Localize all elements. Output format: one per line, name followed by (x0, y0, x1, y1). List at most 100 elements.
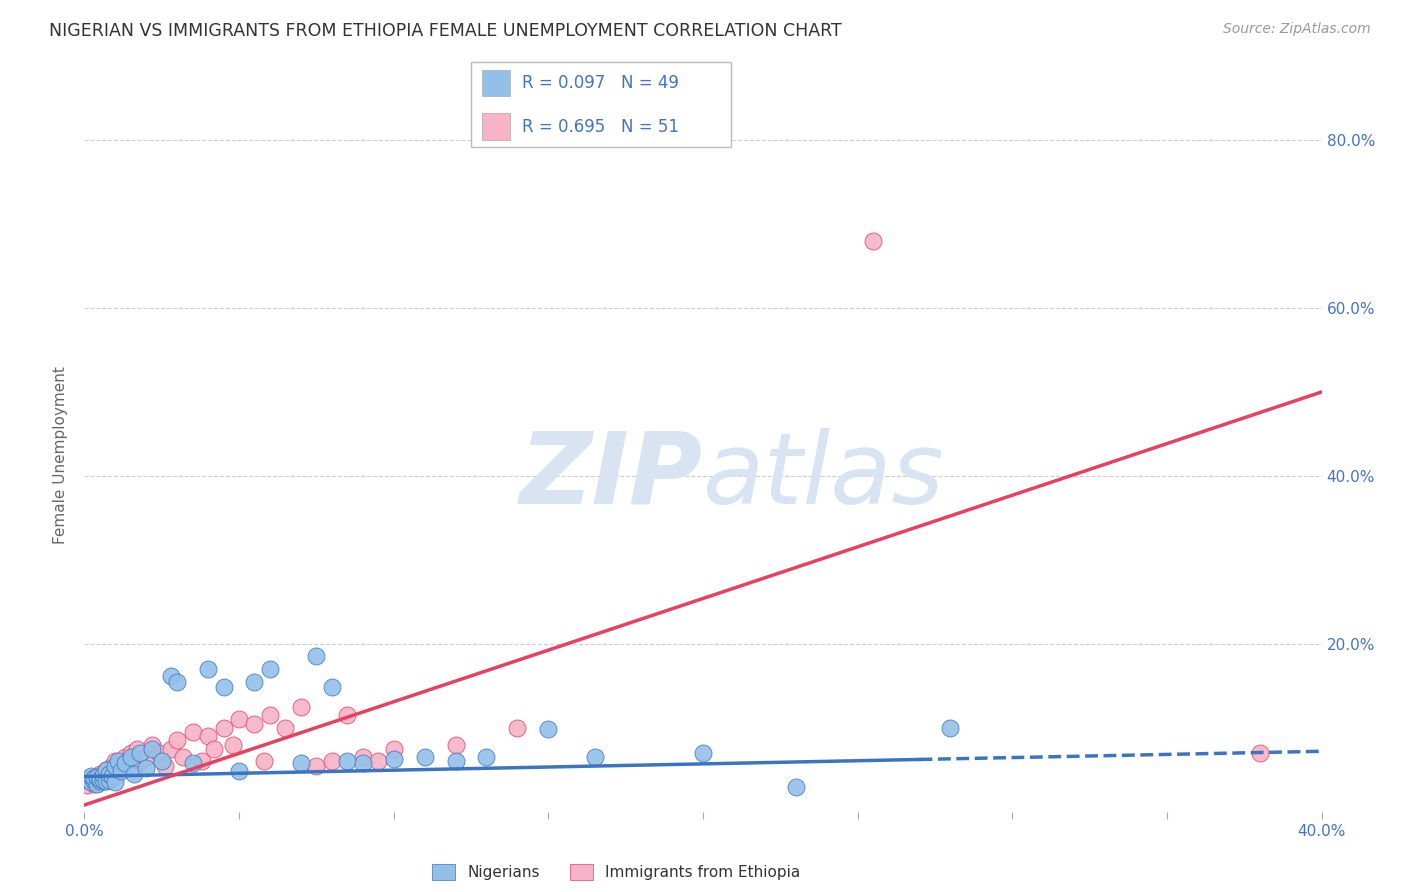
Point (197, 729, 219, 743)
Point (89, 773, 111, 788)
Point (98, 767, 121, 781)
Text: atlas: atlas (703, 428, 945, 524)
Point (91, 773, 114, 788)
Point (86, 769, 108, 783)
Point (91, 772, 114, 787)
Text: ZIP: ZIP (520, 428, 703, 524)
Point (107, 763, 129, 777)
Text: R = 0.695   N = 51: R = 0.695 N = 51 (522, 118, 679, 136)
Point (79, 771, 101, 785)
Point (413, 750, 436, 764)
Point (89, 772, 111, 786)
Point (129, 755, 152, 769)
Text: NIGERIAN VS IMMIGRANTS FROM ETHIOPIA FEMALE UNEMPLOYMENT CORRELATION CHART: NIGERIAN VS IMMIGRANTS FROM ETHIOPIA FEM… (49, 22, 842, 40)
Point (181, 725, 204, 739)
Point (274, 721, 297, 735)
Point (86, 770, 108, 784)
Point (181, 756, 204, 770)
Point (212, 721, 235, 735)
Point (382, 752, 405, 766)
Point (475, 750, 498, 764)
Point (120, 750, 142, 764)
Point (222, 738, 245, 752)
Point (321, 755, 343, 769)
Point (104, 775, 127, 789)
Point (160, 669, 183, 683)
Point (253, 755, 276, 769)
Point (141, 741, 163, 756)
Point (83, 772, 105, 787)
Point (135, 750, 157, 764)
Point (172, 750, 194, 764)
Point (150, 755, 173, 769)
Point (259, 708, 281, 723)
Point (83, 771, 105, 785)
Point (104, 769, 127, 783)
Point (583, 750, 606, 764)
Point (98, 772, 121, 787)
Point (243, 716, 266, 731)
Point (114, 750, 136, 764)
Point (110, 756, 132, 770)
Point (352, 756, 374, 770)
Point (202, 741, 225, 756)
Point (141, 738, 163, 752)
Point (160, 741, 183, 756)
Point (305, 649, 328, 664)
Point (197, 662, 219, 676)
Point (305, 758, 328, 772)
Point (122, 767, 145, 781)
Point (153, 758, 176, 772)
Point (382, 741, 405, 756)
Point (83, 777, 105, 791)
Point (122, 758, 145, 772)
Point (166, 674, 188, 689)
Point (259, 662, 281, 676)
Point (83, 774, 105, 789)
Text: R = 0.097   N = 49: R = 0.097 N = 49 (522, 74, 679, 92)
Point (537, 723, 560, 737)
Point (104, 758, 127, 772)
Point (1249, 746, 1271, 760)
Point (125, 741, 148, 756)
Point (91, 768, 114, 782)
Y-axis label: Female Unemployment: Female Unemployment (53, 366, 69, 544)
Legend: Nigerians, Immigrants from Ethiopia: Nigerians, Immigrants from Ethiopia (426, 858, 807, 886)
Point (321, 681, 343, 695)
Point (135, 761, 157, 775)
Point (444, 738, 467, 752)
Point (692, 746, 714, 760)
Point (506, 721, 529, 735)
Point (785, 780, 807, 794)
Point (212, 681, 235, 695)
Point (228, 712, 250, 726)
Point (101, 769, 124, 783)
Point (79, 775, 101, 789)
Point (444, 755, 467, 769)
Point (89, 767, 111, 781)
Point (166, 733, 188, 747)
Point (352, 750, 374, 764)
Point (243, 674, 266, 689)
Point (290, 756, 312, 770)
Point (120, 746, 142, 760)
Point (76, 772, 98, 787)
Point (76, 778, 98, 792)
Point (110, 764, 132, 779)
Point (939, 721, 962, 735)
Point (336, 708, 359, 723)
Point (107, 755, 129, 769)
Point (862, 234, 884, 248)
Point (98, 772, 121, 787)
Point (79, 774, 101, 789)
Point (290, 699, 312, 714)
Point (336, 755, 359, 769)
Point (94, 771, 117, 785)
Point (129, 746, 152, 760)
Point (101, 758, 124, 772)
Point (228, 764, 250, 779)
Point (367, 755, 389, 769)
Point (79, 769, 101, 783)
Point (114, 756, 136, 770)
Point (104, 755, 127, 769)
